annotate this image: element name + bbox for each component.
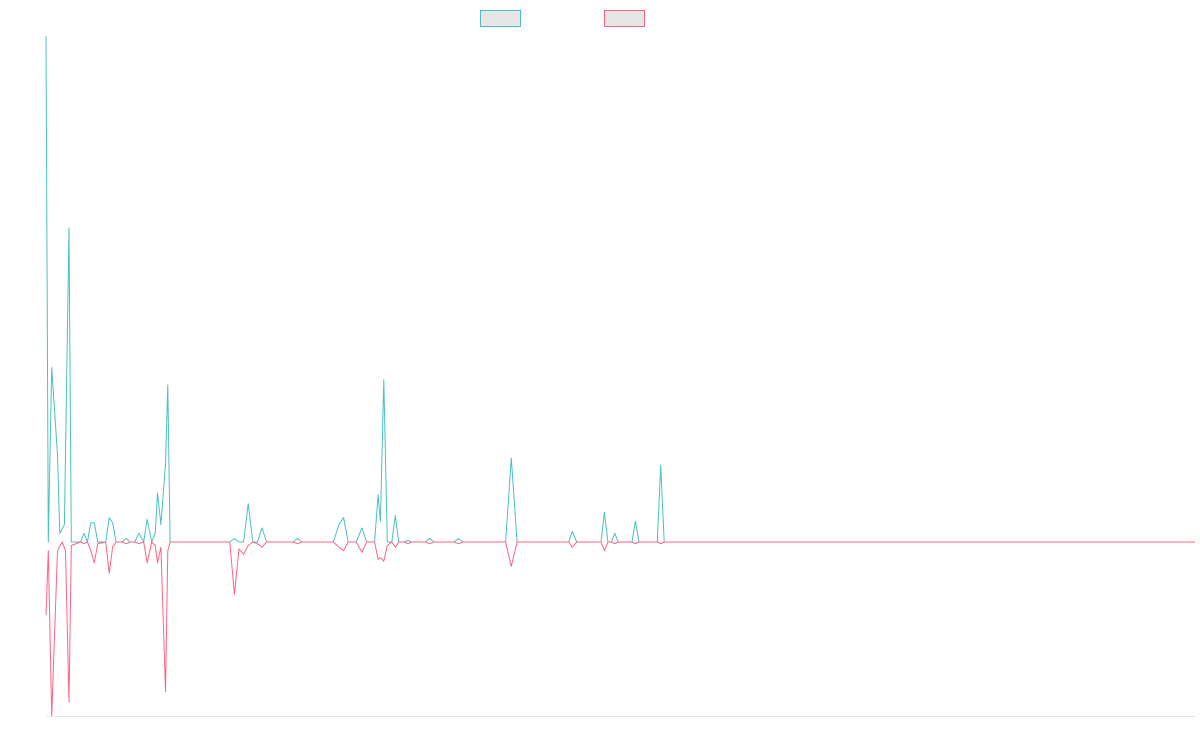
legend-item-2[interactable]: [604, 10, 645, 27]
legend: [480, 10, 645, 27]
legend-item-1[interactable]: [480, 10, 521, 27]
series-line-1: [45, 35, 1195, 543]
series-group: [45, 35, 1195, 717]
legend-swatch-2[interactable]: [604, 10, 645, 27]
legend-swatch-1[interactable]: [480, 10, 521, 27]
series-line-2: [45, 541, 1195, 717]
